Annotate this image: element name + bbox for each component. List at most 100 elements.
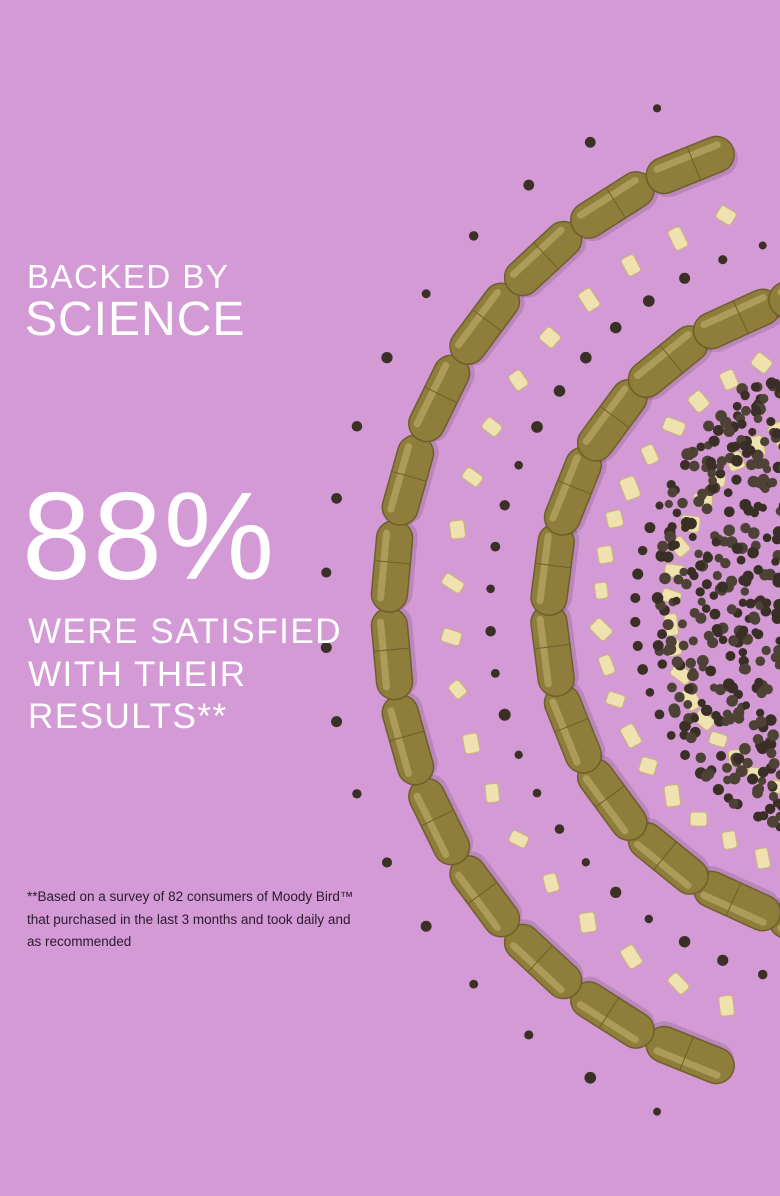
capsule-seam [467, 881, 498, 905]
seed [668, 703, 681, 715]
seed [720, 558, 731, 569]
seed [701, 579, 712, 590]
seed [759, 393, 769, 404]
capsule-seam [391, 470, 427, 482]
capsule [381, 691, 438, 786]
seed [686, 567, 697, 577]
seed [761, 645, 771, 656]
seed [703, 768, 715, 780]
seed [732, 401, 742, 411]
seed [420, 920, 432, 932]
seed [768, 791, 779, 802]
seed [695, 560, 706, 571]
seed [755, 601, 765, 611]
seed [742, 757, 753, 769]
seed [695, 587, 705, 597]
seed [775, 506, 780, 516]
seed [701, 604, 711, 613]
capsule [627, 817, 710, 895]
seed [485, 625, 496, 637]
seed [667, 487, 678, 498]
seed [421, 289, 431, 299]
seed [741, 405, 751, 416]
capsule-shine [536, 532, 552, 605]
seed [695, 752, 707, 764]
capsule-shine [377, 618, 390, 691]
root-chip [718, 994, 735, 1017]
capsule-shine [455, 871, 501, 931]
seed [709, 591, 719, 600]
seed [664, 531, 677, 543]
root-chip [715, 205, 737, 226]
root-chip [619, 475, 641, 501]
seed [532, 788, 542, 798]
seed [630, 616, 641, 628]
seed [726, 695, 739, 707]
capsule-seam [472, 309, 502, 332]
seed [711, 537, 721, 547]
seed [657, 659, 668, 669]
root-chip [596, 545, 614, 565]
seed [677, 497, 688, 509]
root-chip [448, 679, 468, 700]
seed [697, 488, 708, 499]
seed [469, 979, 479, 989]
root-chip [440, 627, 463, 647]
seed [673, 574, 684, 585]
capsule [503, 220, 587, 298]
seed [764, 803, 776, 815]
seed [726, 604, 737, 615]
seed [762, 533, 772, 543]
stat-line: WERE SATISFIED [28, 612, 342, 651]
seed [740, 390, 750, 400]
seed [715, 468, 726, 479]
capsule-shine [700, 891, 767, 926]
root-chip [687, 390, 710, 413]
footnote-line: that purchased in the last 3 months and … [27, 912, 351, 927]
capsule [543, 446, 607, 536]
capsule-seam [554, 718, 589, 733]
seed [757, 969, 768, 980]
seed [723, 775, 732, 785]
seed [738, 598, 748, 607]
seed [756, 742, 769, 755]
seed [662, 551, 674, 563]
stat-line: WITH THEIR [28, 655, 247, 694]
heading-line: SCIENCE [25, 293, 246, 346]
seed [645, 688, 655, 697]
capsule-shine [700, 294, 767, 329]
seed [689, 607, 700, 618]
root-chip [754, 847, 771, 870]
heading-line: BACKED BY [27, 258, 230, 295]
seed [674, 691, 685, 703]
seed [685, 657, 697, 669]
root-chip [605, 691, 626, 709]
seed [762, 598, 772, 608]
seed [679, 272, 691, 284]
seed [632, 640, 643, 651]
seed [740, 587, 750, 596]
capsule-shine [510, 226, 565, 278]
seed [766, 748, 777, 759]
seed [738, 625, 749, 636]
capsule [530, 522, 580, 617]
seed [772, 575, 780, 588]
capsule-shine [455, 289, 501, 349]
capsule-seam [595, 785, 625, 808]
seed [743, 504, 755, 516]
seed [763, 465, 772, 474]
seed [767, 729, 779, 741]
capsule-shine [387, 443, 412, 513]
root-chip [481, 416, 503, 438]
capsule-seam [527, 945, 553, 973]
stat-line: RESULTS** [28, 697, 228, 736]
seed [694, 549, 703, 559]
seed [698, 663, 707, 672]
root-chip [589, 617, 613, 642]
seed [672, 596, 681, 605]
seed [758, 241, 767, 250]
seed [610, 886, 622, 899]
seed [644, 522, 656, 534]
capsule [503, 919, 584, 1000]
capsule-seam [373, 647, 410, 652]
